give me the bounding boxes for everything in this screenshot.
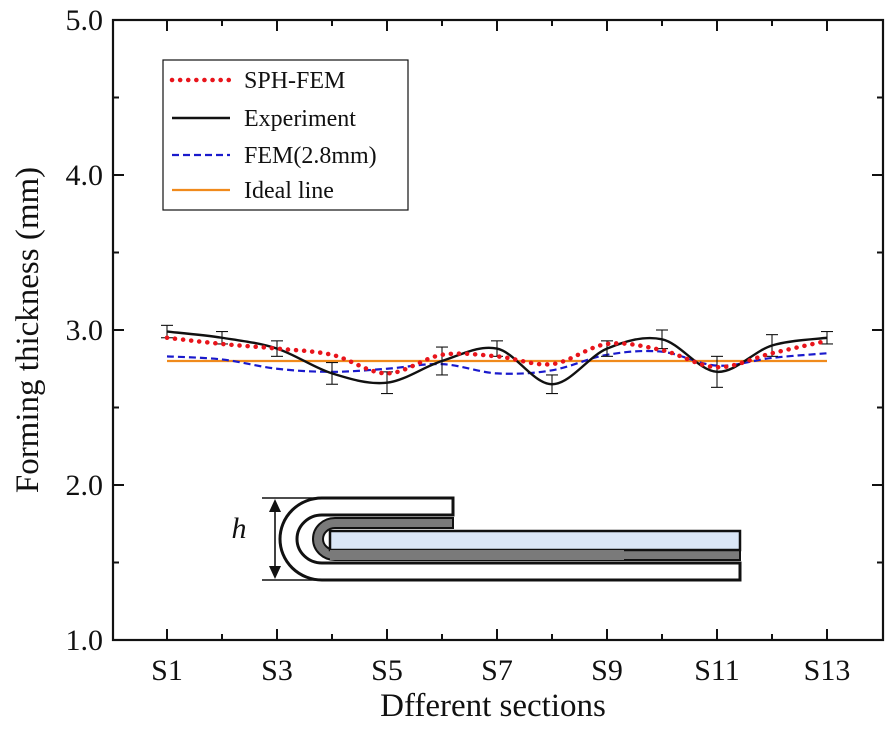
y-tick-label: 2.0 (66, 469, 104, 502)
legend: SPH-FEM Experiment FEM(2.8mm) Ideal line (162, 59, 409, 211)
inset-insert-plate (328, 529, 742, 552)
inset-gray-band (330, 550, 624, 560)
x-tick-label: S9 (591, 654, 623, 687)
inset-schematic: h (232, 496, 742, 582)
legend-label-fem: FEM(2.8mm) (244, 143, 377, 169)
y-axis-title: Forming thickness (mm) (10, 167, 46, 493)
series-layer (161, 324, 833, 395)
y-tick-label: 5.0 (66, 4, 104, 37)
y-tick-label: 3.0 (66, 314, 104, 347)
y-tick-label: 4.0 (66, 159, 104, 192)
inset-h-label: h (232, 512, 247, 545)
x-tick-labels: S1 S3 S5 S7 S9 S11 S13 (151, 654, 850, 687)
series-line-experiment (166, 330, 828, 386)
inset-arrow-head-down (269, 566, 281, 579)
x-tick-label: S1 (151, 654, 183, 687)
x-tick-label: S13 (804, 654, 851, 687)
x-tick-label: S11 (694, 654, 740, 687)
legend-label-sph-fem: SPH-FEM (244, 68, 345, 94)
inset-arrow-head-up (269, 499, 281, 512)
y-tick-labels: 1.0 2.0 3.0 4.0 5.0 (66, 4, 104, 657)
x-tick-label: S7 (481, 654, 513, 687)
legend-label-ideal-line: Ideal line (244, 178, 334, 204)
y-tick-label: 1.0 (66, 624, 104, 657)
axis-ticks (113, 19, 883, 641)
legend-label-experiment: Experiment (244, 106, 356, 132)
x-axis-title: Dfferent sections (380, 688, 606, 724)
series-line-sph-fem (164, 335, 830, 376)
legend-box (162, 59, 409, 211)
x-tick-label: S5 (371, 654, 403, 687)
x-tick-label: S3 (261, 654, 293, 687)
